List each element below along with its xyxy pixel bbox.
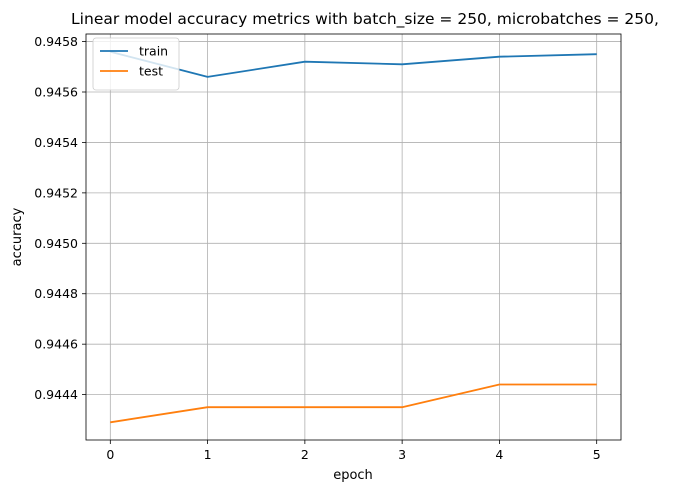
y-axis-label: accuracy <box>10 207 25 266</box>
series-line-test <box>110 383 597 424</box>
x-tick-label: 2 <box>301 447 309 462</box>
y-tick-label: 0.9444 <box>34 387 78 402</box>
y-tick-label: 0.9458 <box>34 34 78 49</box>
y-tick-label: 0.9454 <box>34 135 78 150</box>
x-tick-label: 3 <box>398 447 406 462</box>
x-tick-label: 4 <box>495 447 503 462</box>
y-tick-label: 0.9450 <box>34 236 78 251</box>
plot-frame <box>85 33 622 441</box>
legend-label-test: test <box>139 64 163 79</box>
x-axis-label: epoch <box>333 468 373 483</box>
y-tick-label: 0.9456 <box>34 85 78 100</box>
x-tick-label: 1 <box>204 447 212 462</box>
axis-ticks: 0 1 2 3 4 5 0.9444 0.9446 0.9448 0.9450 0.9452 0.94… <box>34 34 600 462</box>
legend: train test <box>92 37 180 91</box>
legend-label-train: train <box>139 44 168 59</box>
y-tick-label: 0.9448 <box>34 286 78 301</box>
x-tick-label: 5 <box>593 447 601 462</box>
grid-lines <box>86 34 621 440</box>
series-lines <box>110 50 597 424</box>
y-tick-label: 0.9446 <box>34 337 78 352</box>
series-line-train <box>110 50 597 78</box>
x-tick-label: 0 <box>106 447 114 462</box>
y-tick-label: 0.9452 <box>34 185 78 200</box>
chart-title: Linear model accuracy metrics with batch… <box>71 10 659 29</box>
